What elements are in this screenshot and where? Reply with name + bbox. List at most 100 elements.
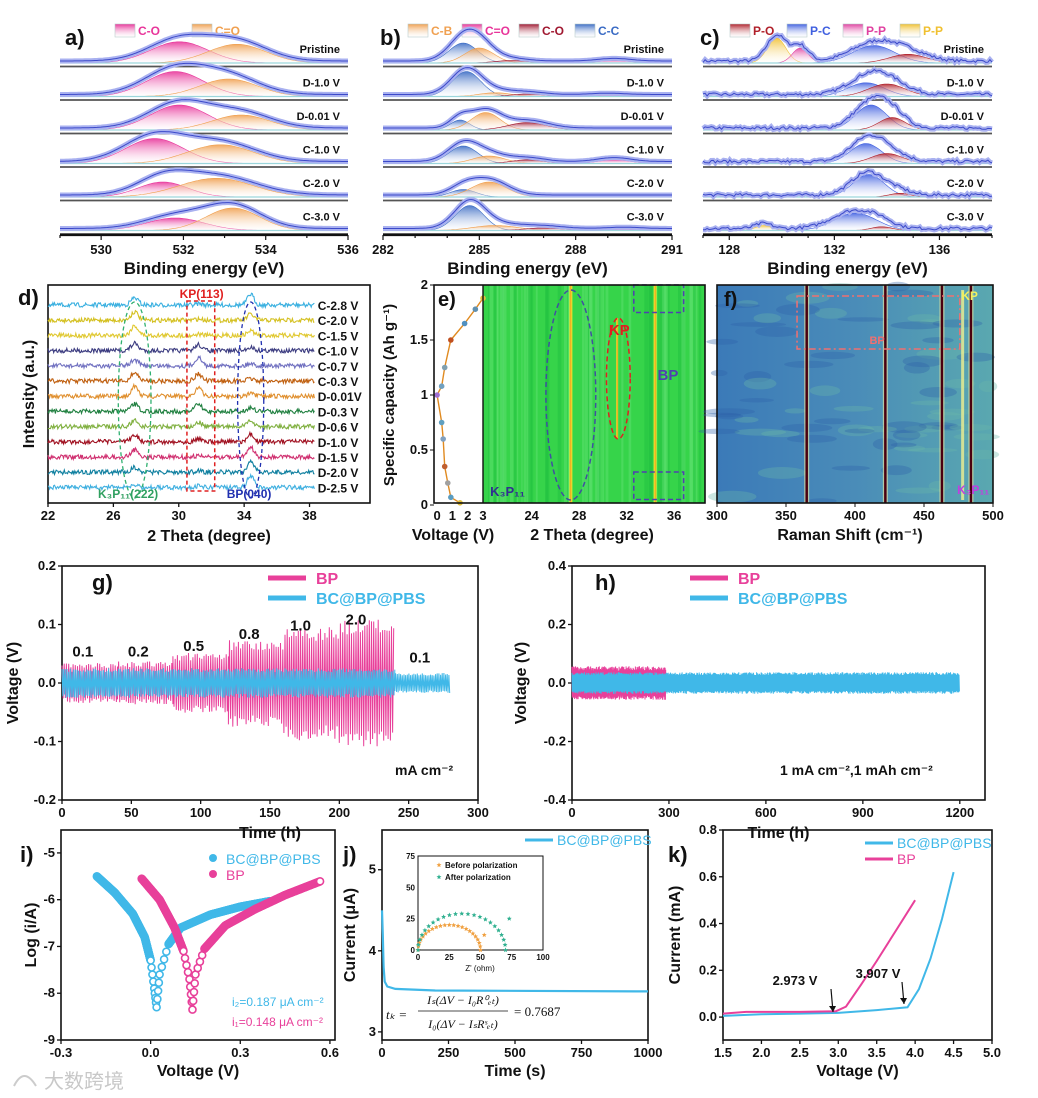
- legend-label: C-B: [431, 24, 453, 38]
- x-tick-label: 2.0: [752, 1045, 770, 1060]
- heatmap-stripe: [568, 285, 570, 503]
- data-point: [180, 953, 190, 963]
- inset-data-point: [419, 932, 425, 937]
- watermark-logo: [13, 1075, 37, 1087]
- panel-b: b) C-B C=O C-O C-C Pristine D-1.0 V D-0.01 V C-1…: [372, 23, 683, 278]
- heatmap-texture: [743, 371, 772, 383]
- heatmap-texture: [927, 411, 963, 421]
- heatmap-texture: [919, 387, 957, 398]
- equation-lhs: tₖ =: [386, 1007, 407, 1022]
- data-point: [148, 970, 157, 979]
- trace-label: C-2.8 V: [318, 299, 359, 313]
- legend-label: C-O: [542, 24, 564, 38]
- inset-data-point: [467, 928, 473, 934]
- x-axis-title: Binding energy (eV): [447, 259, 608, 278]
- heatmap-stripe: [681, 285, 686, 503]
- spectrum-row: Pristine: [701, 32, 994, 68]
- y-tick-label: -0.2: [34, 792, 56, 807]
- row-label: D-0.01 V: [621, 111, 665, 123]
- inset-x-tick-label: 75: [507, 953, 516, 962]
- rate-label: 0.8: [239, 626, 260, 643]
- heatmap-texture: [814, 418, 851, 425]
- y-tick-label: 3: [369, 1024, 376, 1039]
- heatmap-texture: [710, 369, 728, 377]
- heatmap-stripe: [628, 285, 632, 503]
- envelope-line: [383, 67, 672, 95]
- inset-data-point: [451, 922, 457, 928]
- inset-data-point: [501, 937, 507, 942]
- k3p11-highlight: [117, 301, 152, 499]
- rate-label: 0.1: [409, 650, 430, 667]
- legend-item: C-O: [518, 23, 564, 38]
- heatmap-stripe: [581, 285, 584, 503]
- trace-label: D-1.0 V: [318, 436, 359, 450]
- envelope-line: [702, 34, 993, 63]
- x-tick-label: 1200: [945, 805, 974, 820]
- y-tick-label: -9: [43, 1032, 55, 1047]
- row-label: C-1.0 V: [947, 145, 985, 157]
- panel-label: e): [438, 289, 456, 311]
- panel-label: c): [700, 25, 720, 50]
- annotation: K₃P₁₁: [957, 483, 989, 497]
- plot-frame: [60, 829, 336, 1041]
- spectrum-row: Pristine: [60, 31, 348, 68]
- row-label: D-1.0 V: [947, 78, 985, 90]
- y-tick-label: 0.0: [699, 1009, 717, 1024]
- x-tick-label: 0: [568, 805, 575, 820]
- heatmap-stripe: [521, 285, 523, 503]
- envelope-line: [383, 177, 672, 196]
- trace-label: C-0.3 V: [318, 375, 359, 389]
- heatmap-texture: [903, 362, 930, 374]
- heatmap-stripe: [588, 285, 593, 503]
- row-label: C-1.0 V: [303, 145, 341, 157]
- heatmap-stripe: [596, 285, 600, 503]
- xrd-trace: [47, 458, 315, 477]
- y-tick-label: -5: [43, 845, 55, 860]
- rate-label: 0.1: [72, 644, 93, 661]
- annotation: 2.973 V: [773, 973, 818, 988]
- bp-highlight: [236, 301, 265, 499]
- x-tick-label: 28: [572, 508, 586, 523]
- spectrum-row: D-1.0 V: [383, 65, 672, 101]
- annotation: KP: [961, 289, 978, 303]
- inset-x-tick-label: 25: [445, 953, 454, 962]
- spectrum-row: C-2.0 V: [60, 167, 348, 202]
- spectrum-row: D-1.0 V: [60, 60, 348, 101]
- y-tick-label: -7: [43, 938, 55, 953]
- envelope-line: [702, 209, 993, 231]
- inset-data-point: [478, 947, 483, 953]
- x-tick-label: 132: [824, 242, 846, 257]
- voltage-profile-point: [434, 392, 440, 398]
- panel-label: d): [18, 285, 39, 310]
- envelope-line: [383, 28, 672, 62]
- x-tick-label: 291: [661, 242, 683, 257]
- inset-data-point: [416, 940, 422, 945]
- y-tick-label: 0.0: [548, 675, 566, 690]
- heatmap-texture: [978, 380, 998, 393]
- heatmap-stripe: [600, 285, 602, 503]
- panel-label: k): [668, 842, 688, 867]
- watermark: 大数跨境: [44, 1070, 124, 1093]
- heatmap-stripe: [650, 285, 654, 503]
- x-tick-label: 300: [467, 805, 489, 820]
- x-tick-label: 38: [302, 508, 316, 523]
- heatmap-stripe: [662, 285, 667, 503]
- y-tick-label: 4: [369, 943, 377, 958]
- heatmap-stripe: [488, 285, 490, 503]
- data-point: [182, 960, 191, 970]
- legend-label: C-O: [138, 24, 160, 38]
- heatmap-texture: [775, 303, 820, 316]
- x-tick-label: 500: [982, 508, 1004, 523]
- heatmap-stripe: [584, 285, 589, 503]
- x-axis-title: Time (h): [239, 825, 301, 842]
- heatmap-texture: [882, 289, 934, 297]
- inset-frame: [417, 855, 544, 951]
- inset-data-point: [475, 937, 481, 942]
- xrd-trace: [47, 418, 315, 431]
- heatmap-stripe: [689, 285, 694, 503]
- voltage-profile-point: [441, 463, 448, 470]
- heatmap-stripe: [621, 285, 624, 503]
- x-axis-title: Time (s): [484, 1063, 545, 1080]
- legend-label: BP: [897, 851, 916, 867]
